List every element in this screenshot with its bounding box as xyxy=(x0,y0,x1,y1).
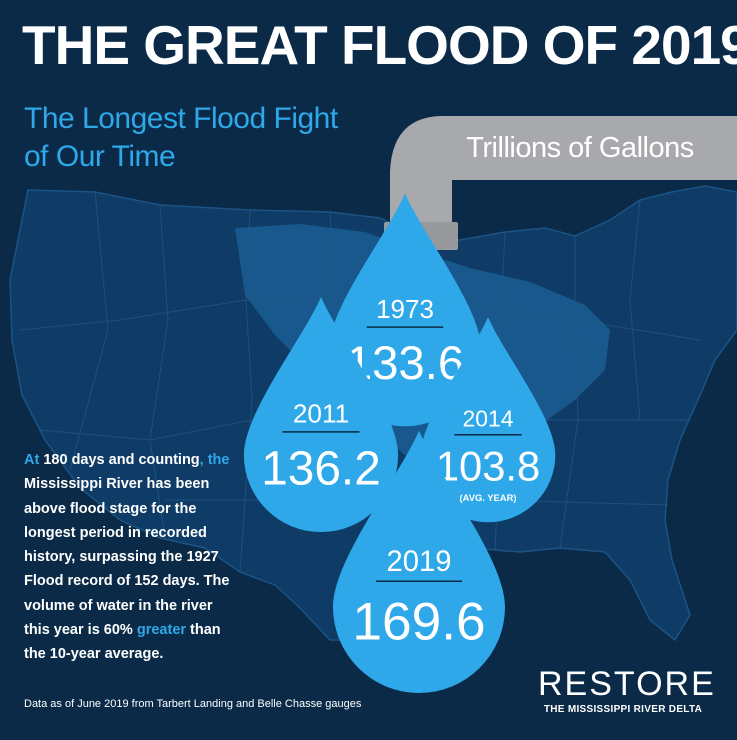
body-text-part: Mississippi River has been above flood s… xyxy=(24,476,230,639)
body-text-part: 180 days and counting xyxy=(43,452,200,468)
drop-value-label: 103.8 xyxy=(436,443,540,490)
body-text-part: , the xyxy=(199,452,230,468)
drop-year-label: 2011 xyxy=(293,399,349,429)
body-text-part: than the 10-year average. xyxy=(24,622,221,663)
drop-year-label: 2019 xyxy=(387,546,452,578)
drop-year-label: 2014 xyxy=(463,406,514,432)
drop-1973 xyxy=(328,193,482,427)
restore-logo: RESTORE THE MISSISSIPPI RIVER DELTA xyxy=(538,665,716,715)
logo-tagline: THE MISSISSIPPI RIVER DELTA xyxy=(543,704,703,715)
drop-2014 xyxy=(420,317,556,523)
drop-2019 xyxy=(333,430,505,693)
subtitle: The Longest Flood Fight of Our Time xyxy=(24,102,338,173)
body-text-part: greater xyxy=(132,622,187,639)
drop-2011 xyxy=(243,297,399,533)
unit-label: Trillions of Gallons xyxy=(466,132,694,164)
drop-year-label: 1973 xyxy=(376,294,434,324)
logo-word: RESTORE xyxy=(538,665,716,703)
drop-note-label: (AVG. YEAR) xyxy=(460,492,517,503)
source-note: Data as of June 2019 from Tarbert Landin… xyxy=(24,698,362,710)
page-title: THE GREAT FLOOD OF 2019 xyxy=(22,14,737,76)
drop-value-label: 136.2 xyxy=(261,442,381,495)
body-paragraph: At 180 days and counting, the Mississipp… xyxy=(24,448,239,667)
drop-value-label: 169.6 xyxy=(352,593,485,652)
body-text-part: 60% xyxy=(103,622,133,639)
body-text-part: At xyxy=(24,452,44,468)
